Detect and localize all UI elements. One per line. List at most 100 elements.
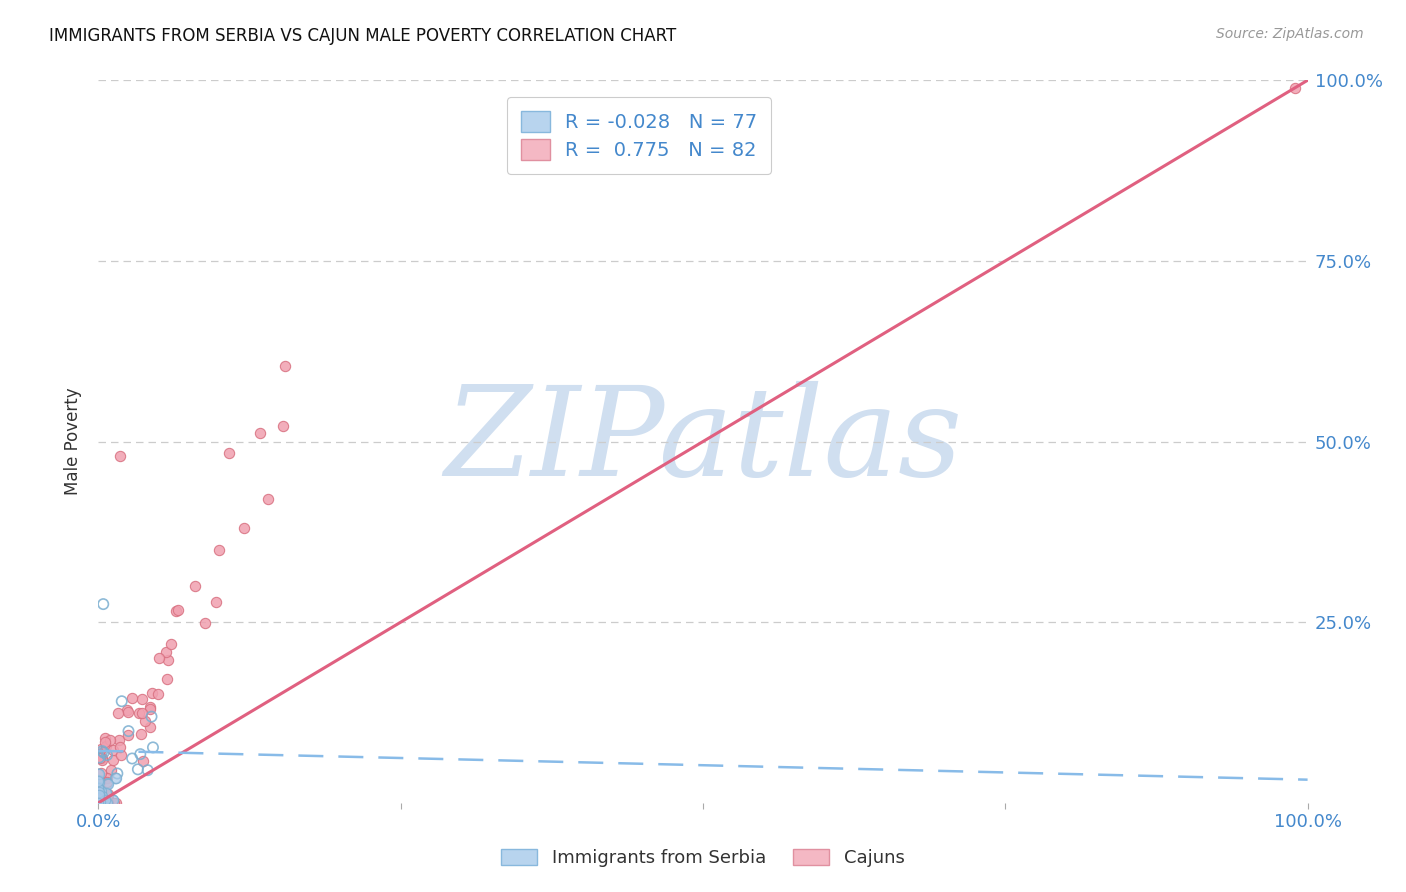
Point — [87, 796, 110, 810]
Point — [87, 791, 110, 805]
Point — [96, 774, 118, 789]
Point — [93, 795, 115, 809]
Point — [205, 594, 228, 608]
Y-axis label: Male Poverty: Male Poverty — [65, 388, 83, 495]
Point — [87, 794, 110, 808]
Point — [87, 796, 110, 810]
Point — [87, 796, 110, 810]
Point — [87, 795, 110, 809]
Point — [87, 795, 110, 809]
Point — [110, 748, 132, 763]
Point — [87, 795, 110, 809]
Point — [142, 740, 165, 755]
Point — [165, 604, 187, 618]
Point — [87, 795, 110, 809]
Point — [96, 796, 118, 810]
Point — [89, 796, 111, 810]
Point — [93, 796, 115, 810]
Point — [100, 763, 122, 777]
Point — [98, 733, 121, 747]
Point — [90, 751, 112, 765]
Point — [97, 777, 120, 791]
Point — [156, 672, 179, 686]
Point — [90, 789, 112, 803]
Point — [96, 786, 118, 800]
Point — [89, 750, 111, 764]
Point — [105, 766, 128, 780]
Point — [249, 426, 271, 441]
Point — [132, 754, 155, 768]
Point — [139, 720, 162, 734]
Point — [117, 705, 139, 719]
Point — [93, 746, 115, 760]
Point — [93, 795, 115, 809]
Point — [256, 492, 278, 507]
Point — [87, 796, 110, 810]
Point — [90, 784, 112, 798]
Point — [108, 449, 131, 463]
Point — [87, 796, 110, 810]
Point — [103, 796, 125, 810]
Point — [91, 795, 114, 809]
Point — [87, 788, 110, 802]
Point — [87, 796, 110, 810]
Point — [87, 796, 110, 810]
Text: ZIPatlas: ZIPatlas — [444, 381, 962, 502]
Point — [87, 767, 110, 781]
Point — [87, 796, 110, 810]
Text: Source: ZipAtlas.com: Source: ZipAtlas.com — [1216, 27, 1364, 41]
Point — [87, 794, 110, 808]
Point — [87, 794, 110, 808]
Point — [96, 796, 118, 810]
Point — [89, 788, 111, 802]
Point — [89, 796, 111, 810]
Point — [89, 796, 111, 810]
Point — [87, 789, 110, 804]
Point — [117, 729, 139, 743]
Point — [87, 796, 110, 810]
Point — [87, 789, 110, 804]
Point — [121, 751, 143, 765]
Point — [87, 794, 110, 808]
Point — [94, 735, 117, 749]
Point — [87, 782, 110, 797]
Point — [89, 796, 111, 810]
Point — [87, 796, 110, 810]
Point — [90, 784, 112, 798]
Point — [89, 794, 111, 808]
Point — [146, 687, 169, 701]
Point — [89, 796, 111, 810]
Point — [89, 794, 111, 808]
Point — [90, 796, 112, 810]
Point — [87, 794, 110, 808]
Point — [87, 795, 110, 809]
Point — [87, 796, 110, 810]
Point — [87, 795, 110, 809]
Point — [87, 784, 110, 798]
Point — [97, 789, 120, 804]
Point — [87, 773, 110, 788]
Point — [131, 706, 153, 720]
Point — [87, 789, 110, 804]
Point — [87, 782, 110, 797]
Point — [101, 743, 124, 757]
Point — [136, 763, 159, 777]
Point — [107, 706, 129, 721]
Point — [87, 782, 110, 797]
Point — [87, 780, 110, 795]
Point — [101, 753, 124, 767]
Legend: Immigrants from Serbia, Cajuns: Immigrants from Serbia, Cajuns — [494, 841, 912, 874]
Point — [87, 795, 110, 809]
Point — [96, 748, 118, 763]
Point — [96, 786, 118, 800]
Point — [141, 686, 163, 700]
Point — [87, 775, 110, 789]
Point — [89, 794, 111, 808]
Point — [128, 706, 150, 721]
Point — [218, 445, 240, 459]
Point — [87, 796, 110, 810]
Point — [87, 796, 110, 810]
Text: IMMIGRANTS FROM SERBIA VS CAJUN MALE POVERTY CORRELATION CHART: IMMIGRANTS FROM SERBIA VS CAJUN MALE POV… — [49, 27, 676, 45]
Point — [87, 796, 110, 810]
Point — [87, 796, 110, 810]
